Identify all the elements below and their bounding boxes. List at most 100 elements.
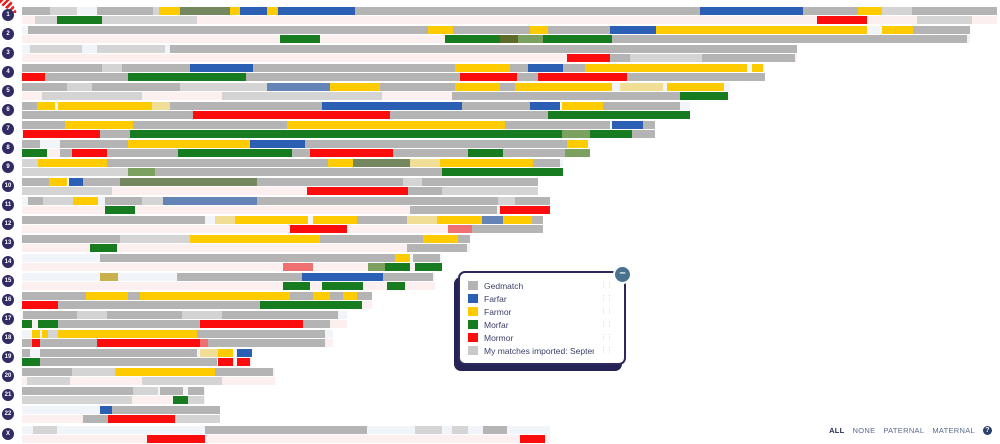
dna-segment[interactable] bbox=[22, 139, 40, 148]
dna-segment[interactable] bbox=[27, 377, 70, 386]
dna-segment[interactable] bbox=[567, 139, 588, 148]
dna-segment[interactable] bbox=[235, 216, 308, 225]
paternal-track[interactable] bbox=[22, 120, 655, 129]
dna-segment[interactable] bbox=[190, 63, 253, 72]
paternal-track[interactable] bbox=[22, 82, 730, 91]
dna-segment[interactable] bbox=[170, 101, 322, 110]
dna-segment[interactable] bbox=[603, 101, 680, 110]
dna-segment[interactable] bbox=[667, 82, 724, 91]
maternal-track[interactable] bbox=[22, 396, 205, 405]
dna-segment[interactable] bbox=[173, 396, 188, 405]
dna-segment[interactable] bbox=[567, 53, 610, 62]
filter-none[interactable]: NONE bbox=[852, 426, 876, 435]
dna-segment[interactable] bbox=[130, 129, 562, 138]
dna-segment[interactable] bbox=[387, 282, 405, 291]
dna-segment[interactable] bbox=[40, 358, 217, 367]
dna-segment[interactable] bbox=[452, 91, 680, 100]
dna-segment[interactable] bbox=[395, 254, 410, 263]
dna-segment[interactable] bbox=[440, 158, 533, 167]
dna-segment[interactable] bbox=[267, 6, 278, 15]
dna-segment[interactable] bbox=[407, 244, 467, 253]
maternal-track[interactable] bbox=[22, 225, 543, 234]
paternal-track[interactable] bbox=[22, 196, 550, 205]
dna-segment[interactable] bbox=[380, 82, 455, 91]
dna-segment[interactable] bbox=[190, 235, 320, 244]
dna-segment[interactable] bbox=[140, 292, 290, 301]
dna-segment[interactable] bbox=[322, 282, 363, 291]
dna-segment[interactable] bbox=[500, 6, 622, 15]
help-icon[interactable]: ? bbox=[983, 426, 992, 435]
dna-segment[interactable] bbox=[32, 339, 40, 348]
maternal-track[interactable] bbox=[22, 34, 970, 43]
dna-segment[interactable] bbox=[22, 120, 65, 129]
dna-segment[interactable] bbox=[680, 91, 728, 100]
dna-segment[interactable] bbox=[563, 63, 585, 72]
dna-segment[interactable] bbox=[817, 15, 867, 24]
dna-segment[interactable] bbox=[702, 53, 795, 62]
dna-segment[interactable] bbox=[100, 129, 130, 138]
dna-segment[interactable] bbox=[267, 82, 330, 91]
dna-segment[interactable] bbox=[280, 34, 320, 43]
dna-segment[interactable] bbox=[218, 358, 233, 367]
dna-segment[interactable] bbox=[460, 72, 517, 81]
dna-segment[interactable] bbox=[22, 387, 85, 396]
dna-segment[interactable] bbox=[390, 110, 548, 119]
dna-segment[interactable] bbox=[177, 273, 302, 282]
drag-handle-icon[interactable]: ⋮⋮ bbox=[600, 282, 613, 289]
dna-segment[interactable] bbox=[428, 25, 453, 34]
dna-segment[interactable] bbox=[912, 6, 997, 15]
dna-segment[interactable] bbox=[69, 177, 83, 186]
dna-segment[interactable] bbox=[330, 82, 380, 91]
maternal-track[interactable] bbox=[22, 53, 797, 62]
dna-segment[interactable] bbox=[455, 63, 510, 72]
paternal-track[interactable] bbox=[22, 44, 797, 53]
dna-segment[interactable] bbox=[128, 167, 155, 176]
dna-segment[interactable] bbox=[133, 387, 158, 396]
dna-segment[interactable] bbox=[92, 82, 180, 91]
paternal-track[interactable] bbox=[22, 273, 435, 282]
dna-segment[interactable] bbox=[538, 72, 627, 81]
dna-segment[interactable] bbox=[250, 139, 305, 148]
dna-segment[interactable] bbox=[442, 167, 563, 176]
dna-segment[interactable] bbox=[115, 368, 215, 377]
dna-segment[interactable] bbox=[230, 177, 257, 186]
dna-segment[interactable] bbox=[533, 158, 560, 167]
dna-segment[interactable] bbox=[30, 44, 82, 53]
paternal-track[interactable] bbox=[22, 158, 563, 167]
dna-segment[interactable] bbox=[472, 225, 543, 234]
maternal-track[interactable] bbox=[22, 15, 997, 24]
dna-segment[interactable] bbox=[630, 53, 702, 62]
dna-segment[interactable] bbox=[147, 434, 205, 443]
dna-segment[interactable] bbox=[403, 177, 422, 186]
dna-segment[interactable] bbox=[530, 25, 548, 34]
dna-segment[interactable] bbox=[45, 72, 128, 81]
dna-segment[interactable] bbox=[505, 120, 610, 129]
dna-segment[interactable] bbox=[142, 196, 163, 205]
dna-segment[interactable] bbox=[193, 110, 390, 119]
dna-segment[interactable] bbox=[28, 25, 353, 34]
dna-segment[interactable] bbox=[237, 349, 252, 358]
dna-segment[interactable] bbox=[517, 72, 538, 81]
dna-segment[interactable] bbox=[95, 301, 110, 310]
dna-segment[interactable] bbox=[253, 63, 455, 72]
dna-segment[interactable] bbox=[22, 186, 112, 195]
dna-segment[interactable] bbox=[22, 301, 58, 310]
dna-segment[interactable] bbox=[283, 263, 313, 272]
dna-segment[interactable] bbox=[548, 110, 690, 119]
dna-segment[interactable] bbox=[142, 377, 222, 386]
dna-segment[interactable] bbox=[22, 72, 45, 81]
dna-segment[interactable] bbox=[110, 301, 260, 310]
dna-segment[interactable] bbox=[305, 139, 567, 148]
dna-segment[interactable] bbox=[22, 320, 32, 329]
dna-segment[interactable] bbox=[290, 292, 313, 301]
dna-segment[interactable] bbox=[255, 320, 270, 329]
paternal-track[interactable] bbox=[22, 292, 372, 301]
dna-segment[interactable] bbox=[442, 186, 538, 195]
dna-segment[interactable] bbox=[410, 158, 440, 167]
maternal-track[interactable] bbox=[22, 339, 333, 348]
dna-segment[interactable] bbox=[105, 196, 142, 205]
drag-handle-icon[interactable]: ⋮⋮ bbox=[600, 308, 613, 315]
dna-segment[interactable] bbox=[917, 15, 972, 24]
dna-segment[interactable] bbox=[422, 177, 538, 186]
paternal-track[interactable] bbox=[22, 330, 333, 339]
